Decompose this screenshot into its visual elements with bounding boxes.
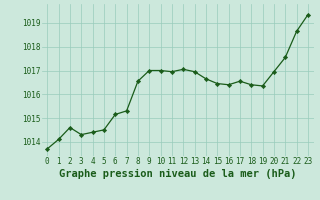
X-axis label: Graphe pression niveau de la mer (hPa): Graphe pression niveau de la mer (hPa) [59,169,296,179]
